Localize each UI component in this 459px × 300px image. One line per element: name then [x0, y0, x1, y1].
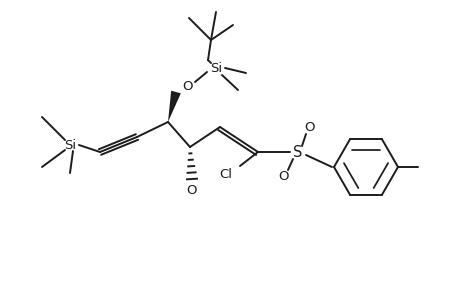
Polygon shape: [168, 91, 180, 122]
Text: Cl: Cl: [219, 167, 232, 181]
Text: S: S: [293, 145, 302, 160]
Text: Si: Si: [64, 139, 76, 152]
Text: O: O: [278, 170, 289, 184]
Text: O: O: [186, 184, 197, 197]
Text: O: O: [304, 121, 314, 134]
Text: O: O: [182, 80, 193, 92]
Text: Si: Si: [209, 61, 222, 74]
